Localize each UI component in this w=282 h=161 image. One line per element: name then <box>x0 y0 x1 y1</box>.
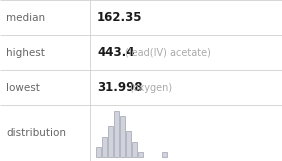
Bar <box>120 116 125 157</box>
Text: distribution: distribution <box>6 128 66 138</box>
Text: 162.35: 162.35 <box>97 11 142 24</box>
Bar <box>108 126 113 157</box>
Text: lowest: lowest <box>6 82 40 93</box>
Bar <box>162 152 167 157</box>
Text: (oxygen): (oxygen) <box>129 82 172 93</box>
Bar <box>138 152 143 157</box>
Text: 443.4: 443.4 <box>97 46 135 59</box>
Bar <box>96 147 101 157</box>
Bar <box>102 137 107 157</box>
Text: 31.998: 31.998 <box>97 81 143 94</box>
Text: median: median <box>6 13 45 23</box>
Bar <box>114 111 119 157</box>
Bar <box>132 142 137 157</box>
Text: highest: highest <box>6 47 45 57</box>
Bar <box>126 131 131 157</box>
Text: (lead(IV) acetate): (lead(IV) acetate) <box>125 47 211 57</box>
